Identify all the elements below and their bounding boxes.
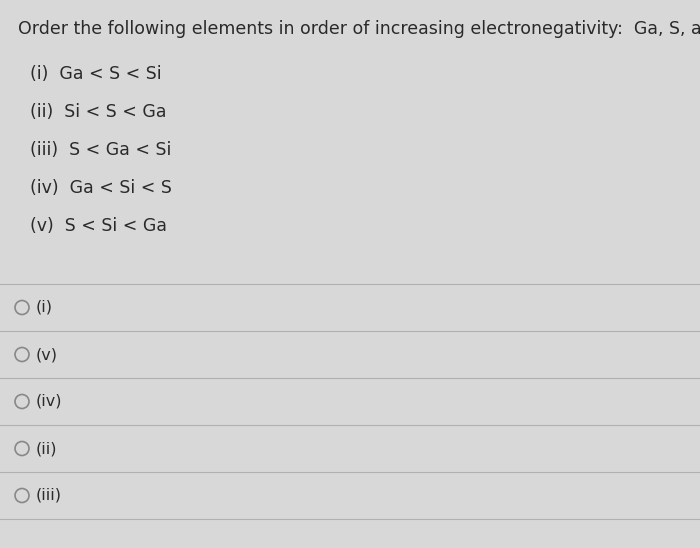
Text: (v): (v) xyxy=(36,347,58,362)
Text: (v)  S < Si < Ga: (v) S < Si < Ga xyxy=(30,217,167,235)
Circle shape xyxy=(15,395,29,408)
Text: (i)  Ga < S < Si: (i) Ga < S < Si xyxy=(30,65,162,83)
Text: (iv)  Ga < Si < S: (iv) Ga < Si < S xyxy=(30,179,172,197)
Text: (iii)  S < Ga < Si: (iii) S < Ga < Si xyxy=(30,141,172,159)
Text: (ii)  Si < S < Ga: (ii) Si < S < Ga xyxy=(30,103,167,121)
Circle shape xyxy=(15,347,29,362)
Text: (i): (i) xyxy=(36,300,53,315)
Text: (iii): (iii) xyxy=(36,488,62,503)
Circle shape xyxy=(15,300,29,315)
Text: (ii): (ii) xyxy=(36,441,57,456)
Circle shape xyxy=(15,488,29,503)
Text: Order the following elements in order of increasing electronegativity:  Ga, S, a: Order the following elements in order of… xyxy=(18,20,700,38)
Text: (iv): (iv) xyxy=(36,394,62,409)
Circle shape xyxy=(15,442,29,455)
